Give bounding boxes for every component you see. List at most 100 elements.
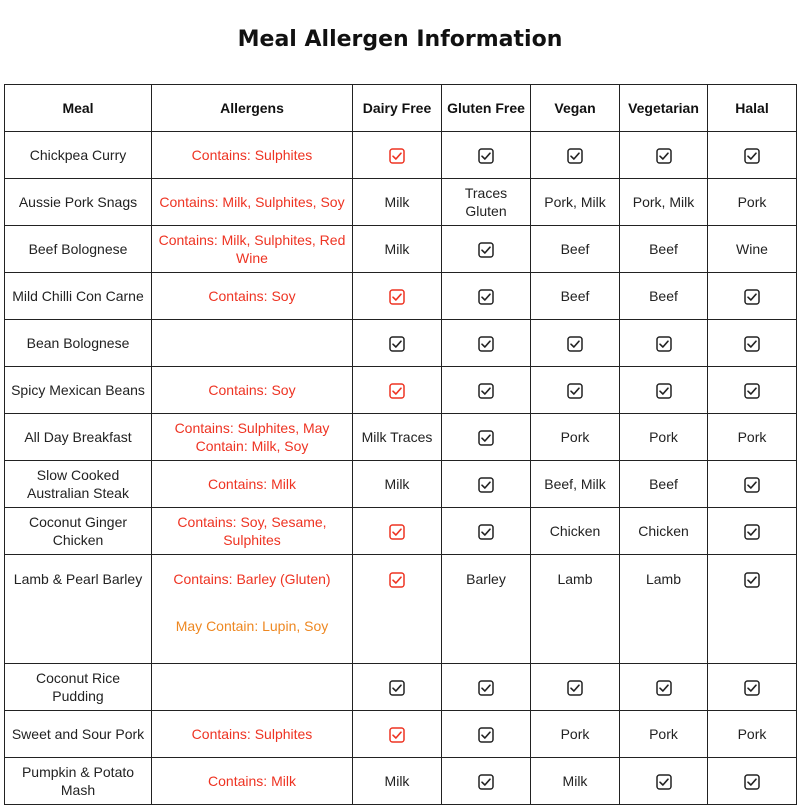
allergen-text: Contains: Soy, Sesame, Sulphites [177,514,327,548]
vegan-cell: Milk [530,757,620,805]
vegan-cell [530,131,620,179]
meal-name: All Day Breakfast [4,413,152,461]
gluten-free-cell: Barley [441,554,531,664]
header-halal: Halal [707,84,797,132]
dairy-free-cell [352,366,442,414]
checkbox-icon [744,572,760,589]
dairy-free-note: Milk [384,241,410,257]
allergens-cell: Contains: Sulphites, May Contain: Milk, … [151,413,353,461]
allergens-cell [151,663,353,711]
dairy-free-note: Milk [384,773,410,789]
checkbox-icon [567,383,583,399]
meal-name: Coconut Ginger Chicken [4,507,152,555]
vegan-cell: Lamb [530,554,620,664]
allergens-cell [151,319,353,367]
table-row: Aussie Pork Snags Contains: Milk, Sulphit… [4,178,797,226]
gluten-free-cell [441,710,531,758]
vegan-note: Lamb [557,571,593,587]
checkbox-icon [744,148,760,164]
vegan-note: Beef, Milk [544,476,606,492]
allergens-cell: Contains: Soy, Sesame, Sulphites [151,507,353,555]
table-row: Coconut Ginger Chicken Contains: Soy, Ses… [4,507,797,555]
halal-cell [707,507,797,555]
gluten-free-cell [441,663,531,711]
gluten-free-cell [441,757,531,805]
allergens-cell: Contains: Milk, Sulphites, Soy [151,178,353,226]
checkbox-icon [478,336,494,352]
vegan-note: Chicken [549,523,601,539]
vegan-note: Beef [560,288,590,304]
checkbox-icon [389,680,405,696]
dairy-free-cell: Milk [352,178,442,226]
meal-name: Mild Chilli Con Carne [4,272,152,320]
meal-name: Coconut Rice Pudding [4,663,152,711]
gluten-free-cell [441,131,531,179]
dairy-free-cell: Milk [352,225,442,273]
header-dairy-free: Dairy Free [352,84,442,132]
halal-cell [707,366,797,414]
vegetarian-cell: Beef [619,460,708,508]
meal-name: Aussie Pork Snags [4,178,152,226]
vegan-cell: Beef [530,272,620,320]
meal-name: Lamb & Pearl Barley [4,554,152,664]
allergen-text: Contains: Milk, Sulphites, Red Wine [158,232,346,266]
allergen-text: Contains: Milk [208,476,296,492]
dairy-free-cell: Milk [352,460,442,508]
vegetarian-cell: Chicken [619,507,708,555]
halal-cell: Pork [707,413,797,461]
dairy-free-cell: Milk [352,757,442,805]
checkbox-icon [478,524,494,540]
allergens-cell: Contains: Sulphites [151,710,353,758]
vegetarian-note: Pork [649,429,678,445]
vegetarian-cell: Beef [619,225,708,273]
checkbox-icon [744,680,760,696]
checkbox-icon [478,727,494,743]
halal-note: Pork [737,194,767,210]
vegetarian-cell: Beef [619,272,708,320]
allergen-may-contain-text: May Contain: Lupin, Soy [175,618,329,634]
checkbox-icon [744,383,760,399]
dairy-free-cell: Milk Traces [352,413,442,461]
allergens-cell: Contains: Milk, Sulphites, Red Wine [151,225,353,273]
meal-name: Chickpea Curry [4,131,152,179]
gluten-free-cell [441,413,531,461]
gluten-free-note: Barley [466,571,506,587]
checkbox-icon [478,430,494,446]
checkbox-icon [478,242,494,258]
gluten-free-cell [441,366,531,414]
allergen-table: Meal Allergens Dairy Free Gluten Free Ve… [4,84,797,805]
vegan-cell: Pork, Milk [530,178,620,226]
gluten-free-note: Traces Gluten [464,185,508,219]
allergens-cell: Contains: Soy [151,366,353,414]
vegetarian-cell: Pork [619,413,708,461]
meal-name: Pumpkin & Potato Mash [4,757,152,805]
gluten-free-cell [441,319,531,367]
red-checkbox-icon [389,289,405,305]
checkbox-icon [744,336,760,352]
vegetarian-cell: Lamb [619,554,708,664]
table-row: Beef Bolognese Contains: Milk, Sulphites,… [4,225,797,273]
vegan-cell [530,366,620,414]
vegetarian-note: Beef [649,476,678,492]
vegetarian-note: Pork [649,726,678,742]
red-checkbox-icon [389,148,405,164]
checkbox-icon [744,289,760,305]
allergens-cell: Contains: Barley (Gluten) May Contain: Lu… [151,554,353,664]
red-checkbox-icon [389,727,405,743]
vegan-note: Beef [560,241,590,257]
table-row: Spicy Mexican Beans Contains: Soy [4,366,797,414]
meal-name: Beef Bolognese [4,225,152,273]
red-checkbox-icon [389,524,405,540]
checkbox-icon [478,477,494,493]
red-checkbox-icon [389,572,405,589]
checkbox-icon [478,774,494,790]
halal-cell: Pork [707,710,797,758]
vegetarian-cell: Pork, Milk [619,178,708,226]
checkbox-icon [655,680,672,696]
checkbox-icon [567,680,583,696]
dairy-free-cell [352,131,442,179]
header-allergens: Allergens [151,84,353,132]
vegetarian-cell [619,319,708,367]
checkbox-icon [744,524,760,540]
header-row: Meal Allergens Dairy Free Gluten Free Ve… [4,84,797,132]
